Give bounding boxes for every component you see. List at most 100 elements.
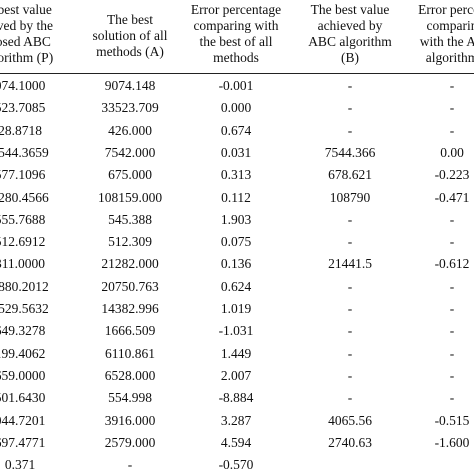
header-text: the best of all [199, 34, 273, 49]
header-text: Error percen [418, 2, 474, 17]
cell-text: 6528.000 [104, 367, 156, 383]
header-text: Error percentage [190, 2, 282, 17]
cell-text: - [449, 211, 455, 227]
header-text: (B) [341, 50, 359, 65]
cell-text: 7542.000 [104, 144, 156, 160]
header-text: lgorithm (P) [0, 50, 54, 65]
cell-text: 0880.2012 [0, 278, 49, 294]
cell-text: -0.001 [218, 78, 254, 93]
cell-text: 1.019 [220, 301, 252, 316]
cell-text: - [347, 390, 353, 406]
header-text: The best value [310, 2, 390, 17]
cell-text: 3.287 [220, 412, 252, 428]
cell-text: - [449, 345, 455, 361]
cell-text: 3916.000 [104, 412, 156, 428]
cell-text: 0.136 [220, 256, 252, 272]
cell-text: - [347, 78, 353, 93]
cell-text: -0.223 [434, 167, 470, 183]
cell-text: 577.1096 [0, 167, 46, 183]
cell-text: 044.7201 [0, 412, 46, 428]
cell-text: - [347, 323, 353, 339]
header-text: methods (A) [96, 44, 164, 59]
cell-text: - [449, 301, 455, 316]
cell-text: - [449, 323, 455, 339]
cell-text: 2579.000 [104, 434, 156, 450]
cell-text: -8.884 [218, 390, 254, 406]
cell-text: 4529.5632 [0, 301, 49, 316]
cell-text: - [347, 234, 353, 250]
cell-text: 108159.000 [97, 189, 163, 205]
cell-text: 554.998 [108, 390, 152, 406]
cell-text: 6110.861 [104, 345, 156, 361]
cell-text: 0.00 [440, 144, 464, 160]
cell-text: 4.594 [220, 434, 252, 450]
cell-text: 1.449 [220, 345, 252, 361]
cell-text: - [347, 367, 353, 383]
cell-text: - [347, 301, 353, 316]
header-text: solution of all [92, 28, 168, 43]
cell-text: 675.000 [108, 167, 152, 183]
cell-text: 14382.996 [101, 301, 159, 316]
cell-text: 199.4062 [0, 345, 46, 361]
header-text: comparin [426, 18, 474, 33]
cell-text: 1666.509 [104, 323, 156, 339]
cell-text: 0.371 [4, 457, 36, 473]
cell-text: -0.471 [434, 189, 470, 205]
cell-text: 426.000 [108, 122, 152, 138]
cell-text: - [127, 457, 133, 473]
cell-text: 9074.148 [104, 78, 156, 93]
cell-text: 0.674 [220, 122, 252, 138]
cell-text: 21282.000 [101, 256, 159, 272]
cell-text: - [449, 122, 455, 138]
cell-text: 21441.5 [328, 256, 372, 272]
header-text: ABC algorithm [308, 34, 392, 49]
cell-text: - [449, 278, 455, 294]
cell-text: 501.6430 [0, 390, 46, 406]
cell-text: 4065.56 [328, 412, 372, 428]
header-text: e best value [0, 2, 52, 17]
header-text: ieved by the [0, 18, 53, 33]
cell-text: - [449, 100, 455, 116]
cell-text: 0.031 [220, 144, 252, 160]
header-rule [0, 73, 474, 74]
cell-text: - [347, 278, 353, 294]
cell-text: 555.7688 [0, 211, 46, 227]
cell-text: 2740.63 [328, 434, 372, 450]
cell-text: 512.309 [108, 234, 152, 250]
cell-text: -0.515 [434, 412, 470, 428]
cell-text: 0.112 [221, 189, 251, 205]
cell-text: 28.8718 [0, 122, 42, 138]
cell-text: 8280.4566 [0, 189, 49, 205]
cell-text: -1.031 [218, 323, 254, 339]
cell-text: 678.621 [328, 167, 372, 183]
cell-text: - [449, 78, 455, 93]
cell-text: - [347, 345, 353, 361]
cell-text: 074.1000 [0, 78, 46, 93]
cell-text: 1.903 [220, 211, 252, 227]
header-text: posed ABC [0, 34, 51, 49]
cell-text: - [347, 122, 353, 138]
cell-text: 0.624 [220, 278, 252, 294]
cell-text: 108790 [329, 189, 371, 205]
cell-text: 649.3278 [0, 323, 46, 339]
header-text: methods [213, 50, 259, 65]
cell-text: 512.6912 [0, 234, 46, 250]
header-text: comparing with [193, 18, 279, 33]
cell-text: -0.612 [434, 256, 470, 272]
cell-text: - [347, 100, 353, 116]
cell-text: 7544.366 [324, 144, 376, 160]
cell-text: - [449, 234, 455, 250]
cell-text: 659.0000 [0, 367, 46, 383]
cell-text: 545.388 [108, 211, 152, 227]
cell-text: 697.4771 [0, 434, 46, 450]
header-text: The best [106, 12, 154, 27]
cell-text: 0.000 [220, 100, 252, 116]
cell-text: -1.600 [434, 434, 470, 450]
header-text: achieved by [317, 18, 383, 33]
cell-text: - [347, 211, 353, 227]
cell-text: - [449, 367, 455, 383]
cell-text: 0.313 [220, 167, 252, 183]
cell-text: 311.0000 [0, 256, 46, 272]
header-text: algorithm [425, 50, 474, 65]
